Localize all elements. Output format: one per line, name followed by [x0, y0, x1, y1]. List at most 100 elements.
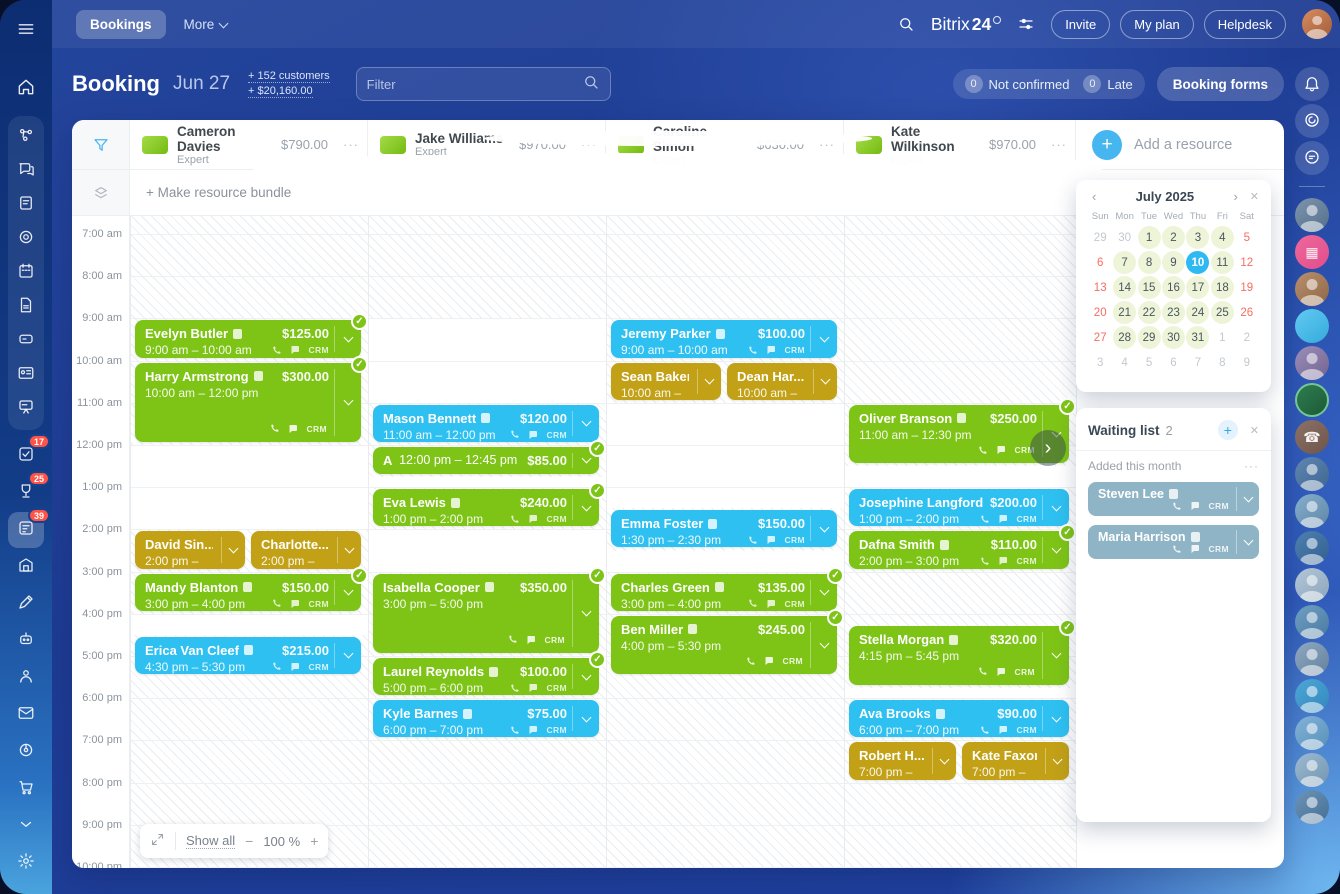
free-slot[interactable]	[131, 613, 368, 635]
booking-card[interactable]: Ava Brooks $90.00 6:00 pm – 7:00 pm CRM	[849, 700, 1069, 738]
resource-menu[interactable]: ···	[1051, 137, 1067, 152]
free-slot[interactable]	[845, 466, 1076, 488]
booking-expand-chevron[interactable]	[572, 706, 599, 732]
booking-expand-chevron[interactable]	[1045, 748, 1069, 774]
invite-button[interactable]: Invite	[1051, 9, 1111, 39]
sidebar-item-ai-copilot[interactable]	[8, 623, 44, 659]
booking-expand-chevron[interactable]	[813, 368, 837, 394]
booking-expand-chevron[interactable]	[932, 748, 956, 774]
phone-icon[interactable]	[271, 345, 282, 356]
phone-icon[interactable]	[747, 598, 758, 609]
calendar-day[interactable]: 3	[1186, 226, 1210, 249]
crm-link[interactable]: CRM	[1208, 544, 1229, 554]
contact-avatar[interactable]	[1295, 568, 1329, 602]
crm-link[interactable]: CRM	[1016, 556, 1037, 567]
calendar-day[interactable]: 30	[1161, 326, 1185, 349]
booking-card[interactable]: Kate Faxon 7:00 pm – 8:00 p	[962, 742, 1069, 780]
free-slot[interactable]	[369, 529, 606, 572]
make-resource-bundle[interactable]: + Make resource bundle	[146, 185, 292, 200]
sidebar-item-collaboration[interactable]	[8, 120, 44, 154]
sidebar-item-hr[interactable]	[8, 660, 44, 696]
calendar-day[interactable]: 9	[1161, 251, 1185, 274]
layers-icon[interactable]	[72, 170, 130, 215]
contact-avatar[interactable]	[1295, 531, 1329, 565]
calendar-day[interactable]: 2	[1235, 326, 1258, 349]
crm-link[interactable]: CRM	[308, 345, 329, 356]
calendar-day[interactable]: 12	[1235, 251, 1258, 274]
booking-expand-chevron[interactable]	[1042, 632, 1069, 679]
sidebar-item-documents[interactable]	[8, 290, 44, 324]
chat-icon[interactable]	[527, 513, 539, 525]
booking-card[interactable]: Evelyn Butler $125.00 9:00 am – 10:00 am CR…	[135, 313, 368, 358]
calendar-day[interactable]: 28	[1113, 326, 1137, 349]
crm-link[interactable]: CRM	[546, 514, 567, 525]
crm-link[interactable]: CRM	[784, 345, 805, 356]
booking-expand-chevron[interactable]	[334, 326, 361, 352]
phone-icon[interactable]	[979, 514, 990, 525]
search-icon[interactable]	[891, 9, 921, 39]
crm-link[interactable]: CRM	[546, 683, 567, 693]
calendar-day[interactable]: 29	[1089, 226, 1112, 249]
calendar-day[interactable]: 8	[1137, 251, 1161, 274]
booking-expand-chevron[interactable]	[1042, 410, 1069, 458]
phone-icon[interactable]	[747, 535, 758, 546]
resource-menu[interactable]: ···	[343, 137, 359, 152]
booking-card[interactable]: Isabella Cooper $350.00 3:00 pm – 5:00 pm C…	[373, 566, 606, 653]
booking-expand-chevron[interactable]	[1042, 495, 1069, 521]
booking-expand-chevron[interactable]	[572, 453, 599, 468]
crm-link[interactable]: CRM	[308, 661, 329, 672]
chat-icon[interactable]	[995, 444, 1007, 456]
chat-icon[interactable]	[527, 429, 539, 441]
sidebar-item-chevron-down[interactable]	[8, 808, 44, 844]
booking-expand-chevron[interactable]	[572, 410, 599, 436]
contact-avatar[interactable]	[1295, 272, 1329, 306]
calendar-day[interactable]: 24	[1186, 301, 1210, 324]
booking-expand-chevron[interactable]	[337, 537, 361, 563]
booking-card[interactable]: Dafna Smith $110.00 2:00 pm – 3:00 pm CRM ✓	[849, 524, 1076, 569]
booking-card[interactable]: Ben Miller $245.00 4:00 pm – 5:30 pm CRM ✓	[611, 608, 844, 675]
booking-card[interactable]: David Sin... 2:00 pm – 3:00 p	[135, 531, 245, 569]
sidebar-item-settings[interactable]	[8, 845, 44, 881]
chat-icon[interactable]	[997, 724, 1009, 736]
chat-icon[interactable]	[525, 634, 537, 646]
calendar-day[interactable]: 10	[1186, 251, 1210, 274]
booking-expand-chevron[interactable]	[1042, 537, 1069, 563]
calendar-day[interactable]: 7	[1113, 251, 1137, 274]
chat-icon[interactable]	[1189, 500, 1201, 512]
contact-avatar[interactable]	[1295, 716, 1329, 750]
calendar-day[interactable]: 31	[1186, 326, 1210, 349]
crm-link[interactable]: CRM	[1208, 501, 1229, 511]
calendar-day[interactable]: 4	[1113, 351, 1136, 374]
booking-expand-chevron[interactable]	[334, 368, 361, 436]
booking-expand-chevron[interactable]	[1042, 706, 1069, 732]
calendar-day[interactable]: 23	[1161, 301, 1185, 324]
calendar-day[interactable]: 1	[1211, 326, 1234, 349]
badge-avatar[interactable]	[1295, 383, 1329, 417]
crm-link[interactable]: CRM	[1014, 666, 1035, 677]
waiting-section-menu[interactable]: ···	[1244, 459, 1259, 473]
phone-icon[interactable]	[271, 598, 282, 609]
calendar-day[interactable]: 6	[1089, 251, 1112, 274]
calendar-day[interactable]: 8	[1211, 351, 1234, 374]
filter-input[interactable]	[366, 76, 582, 92]
crm-link[interactable]: CRM	[544, 634, 565, 645]
calendar-day[interactable]: 22	[1137, 301, 1161, 324]
more-menu[interactable]: More	[184, 17, 229, 32]
phone-icon[interactable]	[979, 556, 990, 567]
calendar-day[interactable]: 21	[1113, 301, 1137, 324]
sidebar-item-workgroups[interactable]	[8, 222, 44, 256]
waiting-expand-chevron[interactable]	[1236, 530, 1259, 554]
copilot-button[interactable]	[1295, 104, 1329, 138]
calendar-day[interactable]: 14	[1113, 276, 1137, 299]
calendar-day[interactable]: 5	[1235, 226, 1258, 249]
selected-date[interactable]: Jun 27	[173, 73, 231, 94]
helpdesk-button[interactable]: Helpdesk	[1203, 9, 1286, 39]
bell-button[interactable]	[1295, 67, 1329, 101]
calendar-day[interactable]: 18	[1210, 276, 1234, 299]
crm-link[interactable]: CRM	[546, 725, 567, 736]
booking-card[interactable]: Emma Foster $150.00 1:30 pm – 2:30 pm CRM	[611, 510, 837, 548]
calendar-day[interactable]: 11	[1210, 251, 1234, 274]
chat-icon[interactable]	[289, 661, 301, 673]
contact-avatar[interactable]	[1295, 494, 1329, 528]
